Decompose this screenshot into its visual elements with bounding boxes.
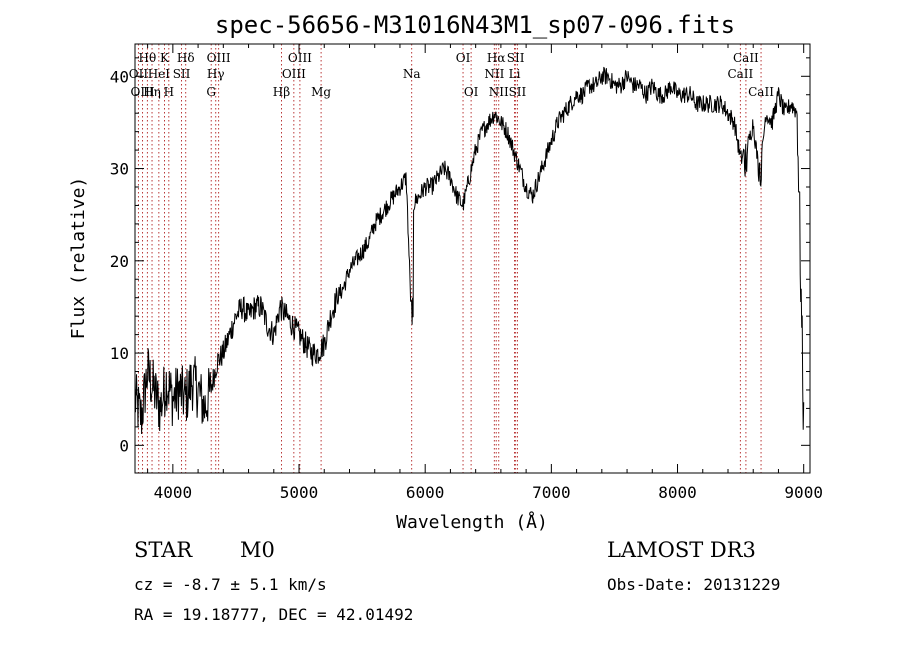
y-axis-ticks: 0 10 20 30 40	[110, 57, 810, 455]
line-marker-label-14: OIII	[282, 67, 306, 81]
y-axis-label: Flux (relative)	[68, 177, 89, 340]
line-marker-label-24: SII	[509, 85, 527, 99]
survey-name: LAMOST DR3	[607, 538, 756, 562]
subclass: M0	[240, 538, 275, 562]
y-tick-label-2: 20	[110, 252, 129, 271]
line-marker-label-26: CaII	[727, 67, 753, 81]
line-marker-label-3: K	[160, 51, 170, 65]
y-tick-label-1: 10	[110, 344, 129, 363]
spectrum-line	[134, 66, 805, 435]
y-tick-label-4: 40	[110, 67, 129, 86]
line-marker-label-17: OI	[456, 51, 471, 65]
line-marker-label-20: NII	[484, 67, 504, 81]
coordinates: RA = 19.18777, DEC = 42.01492	[134, 605, 414, 624]
line-marker-label-27: CaII	[748, 85, 774, 99]
line-marker-label-7: H	[164, 85, 174, 99]
obs-date: Obs-Date: 20131229	[607, 575, 781, 594]
line-marker-label-25: CaII	[733, 51, 759, 65]
line-marker-label-0: Hθ	[139, 51, 157, 65]
line-marker-label-12: Hβ	[273, 85, 290, 99]
line-marker-label-18: OI	[464, 85, 479, 99]
line-marker-label-2: OIII	[131, 85, 155, 99]
x-tick-label-0: 4000	[154, 483, 193, 502]
line-marker-label-10: Hγ	[207, 67, 225, 81]
line-marker-label-21: NII	[489, 85, 509, 99]
x-tick-label-3: 7000	[532, 483, 571, 502]
x-tick-label-1: 5000	[280, 483, 319, 502]
object-class: STAR	[134, 538, 193, 562]
x-axis-label: Wavelength (Å)	[396, 511, 548, 533]
line-marker-label-13: OIII	[288, 51, 312, 65]
line-marker-label-22: SII	[507, 51, 525, 65]
x-tick-label-5: 9000	[784, 483, 823, 502]
x-tick-label-4: 8000	[658, 483, 697, 502]
x-tick-label-2: 6000	[406, 483, 445, 502]
x-axis-ticks: 4000 5000 6000 7000 8000 9000	[147, 44, 823, 502]
y-tick-label-3: 30	[110, 160, 129, 179]
line-marker-label-9: OIII	[207, 51, 231, 65]
y-tick-label-0: 0	[119, 436, 129, 455]
line-marker-label-15: Mg	[311, 85, 331, 99]
line-marker-label-19: Hα	[487, 51, 506, 65]
line-marker-label-11: G	[206, 85, 216, 99]
line-marker-label-4: HeI	[148, 67, 171, 81]
line-marker-labels: Hθ OII OIII K HeI Hη SII H Hδ OIII Hγ G Hβ OIII OIII Mg…	[129, 51, 774, 99]
line-marker-label-8: Hδ	[177, 51, 195, 65]
line-marker-label-6: SII	[173, 67, 191, 81]
line-marker-label-23: Li	[509, 67, 521, 81]
line-markers	[137, 44, 762, 473]
cz-value: cz = -8.7 ± 5.1 km/s	[134, 575, 327, 594]
line-marker-label-16: Na	[403, 67, 421, 81]
line-marker-label-5: Hη	[143, 85, 161, 99]
chart-title: spec-56656-M31016N43M1_sp07-096.fits	[215, 11, 735, 39]
line-marker-label-1: OII	[129, 67, 149, 81]
plot-frame	[134, 43, 811, 474]
